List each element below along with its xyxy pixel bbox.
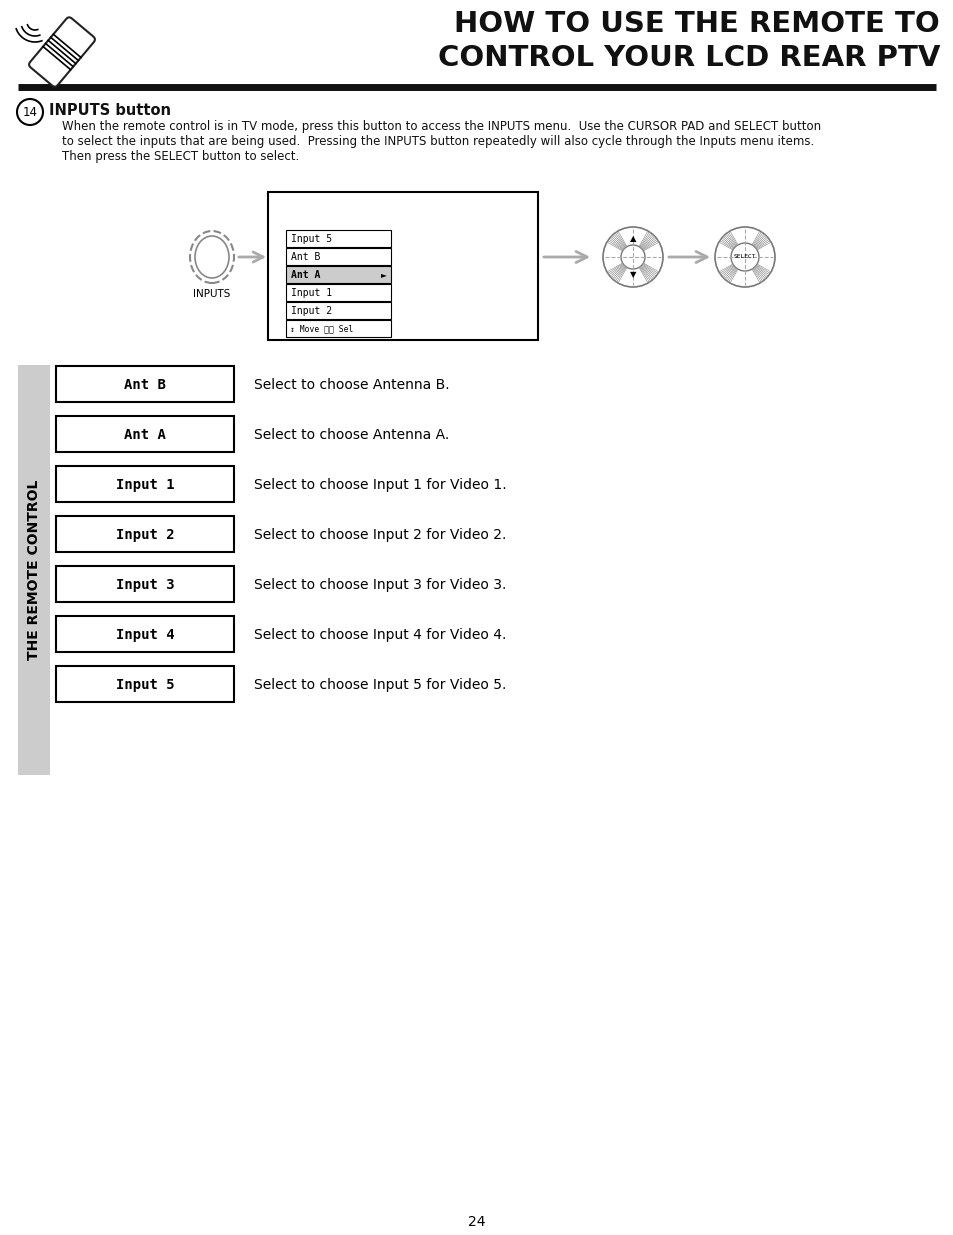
Text: Ant A: Ant A [291, 270, 320, 280]
Bar [56, 666, 233, 701]
Bar [56, 516, 233, 552]
Text: Then press the SELECT button to select.: Then press the SELECT button to select. [62, 149, 299, 163]
Text: Select to choose Input 5 for Video 5.: Select to choose Input 5 for Video 5. [253, 678, 506, 692]
Bar [56, 566, 233, 601]
Circle shape [730, 243, 759, 270]
Text: Ant B: Ant B [124, 378, 166, 391]
Text: Input 2: Input 2 [291, 306, 332, 316]
Text: Select to choose Antenna B.: Select to choose Antenna B. [253, 378, 449, 391]
Bar [18, 366, 50, 776]
Text: Input 1: Input 1 [291, 288, 332, 298]
Text: Input 2: Input 2 [115, 529, 174, 542]
Text: HOW TO USE THE REMOTE TO: HOW TO USE THE REMOTE TO [454, 10, 939, 38]
Text: Input 5: Input 5 [291, 233, 332, 245]
Bar [286, 320, 391, 337]
Text: ▼: ▼ [629, 270, 636, 279]
Bar [268, 191, 537, 340]
Text: Input 5: Input 5 [115, 678, 174, 692]
Text: CONTROL YOUR LCD REAR PTV: CONTROL YOUR LCD REAR PTV [437, 44, 939, 72]
Text: Input 1: Input 1 [115, 478, 174, 492]
FancyBboxPatch shape [29, 17, 95, 86]
Bar [56, 466, 233, 501]
Bar [286, 248, 391, 266]
Bar [56, 616, 233, 652]
Text: Select to choose Input 2 for Video 2.: Select to choose Input 2 for Video 2. [253, 529, 506, 542]
Circle shape [620, 245, 644, 269]
Text: Select to choose Input 4 for Video 4.: Select to choose Input 4 for Video 4. [253, 629, 506, 642]
Bar [286, 266, 391, 283]
Text: SELECT: SELECT [733, 254, 756, 259]
Text: ►: ► [381, 270, 387, 279]
Text: INPUTS button: INPUTS button [49, 103, 171, 119]
Text: Input 3: Input 3 [115, 578, 174, 592]
Text: INPUTS: INPUTS [193, 289, 231, 299]
Text: THE REMOTE CONTROL: THE REMOTE CONTROL [27, 480, 41, 661]
Bar [286, 230, 391, 247]
Text: to select the inputs that are being used.  Pressing the INPUTS button repeatedly: to select the inputs that are being used… [62, 135, 814, 148]
Bar [286, 284, 391, 301]
Bar [56, 366, 233, 403]
Text: ↕ Move ⒶⒷ Sel: ↕ Move ⒶⒷ Sel [290, 325, 353, 333]
Text: 14: 14 [23, 105, 37, 119]
Text: ▲: ▲ [629, 235, 636, 243]
Ellipse shape [194, 236, 229, 278]
Bar [286, 303, 391, 319]
Text: 24: 24 [468, 1215, 485, 1229]
Text: Select to choose Input 1 for Video 1.: Select to choose Input 1 for Video 1. [253, 478, 506, 492]
Text: Ant B: Ant B [291, 252, 320, 262]
Bar [56, 416, 233, 452]
Text: Select to choose Antenna A.: Select to choose Antenna A. [253, 429, 449, 442]
Text: Select to choose Input 3 for Video 3.: Select to choose Input 3 for Video 3. [253, 578, 506, 592]
Text: Input 4: Input 4 [115, 629, 174, 642]
Text: When the remote control is in TV mode, press this button to access the INPUTS me: When the remote control is in TV mode, p… [62, 120, 821, 133]
Text: Ant A: Ant A [124, 429, 166, 442]
